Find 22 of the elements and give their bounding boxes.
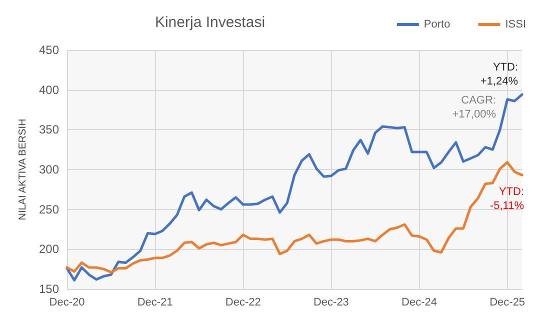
x-tick-label: Dec-24 xyxy=(402,296,437,308)
legend-label: ISSI xyxy=(505,18,526,30)
line-series xyxy=(66,161,524,274)
y-tick-label: 400 xyxy=(38,82,60,97)
y-tick-label: 200 xyxy=(38,242,60,256)
line-series xyxy=(66,93,524,282)
x-tick-label: Dec-22 xyxy=(225,296,261,308)
y-axis-title: NILAI AKTIVA BERSIH xyxy=(18,118,29,220)
annotation: CAGR: +17,00% xyxy=(452,94,496,121)
y-tick-label: 300 xyxy=(38,162,60,176)
x-tick-label: Dec-23 xyxy=(313,296,349,308)
y-tick-label: 350 xyxy=(38,122,60,137)
annotation: YTD: +1,24% xyxy=(480,62,518,88)
annotation: YTD: -5,11% xyxy=(490,186,524,212)
legend-label: Porto xyxy=(424,18,450,30)
x-tick-label: Dec-25 xyxy=(490,296,526,308)
y-tick-label: 150 xyxy=(38,282,60,296)
y-tick-label: 450 xyxy=(38,43,60,57)
x-tick-label: Dec-21 xyxy=(137,296,173,308)
chart-title: Kinerja Investasi xyxy=(154,14,266,31)
x-tick-label: Dec-20 xyxy=(49,296,85,308)
y-tick-label: 250 xyxy=(38,202,60,216)
